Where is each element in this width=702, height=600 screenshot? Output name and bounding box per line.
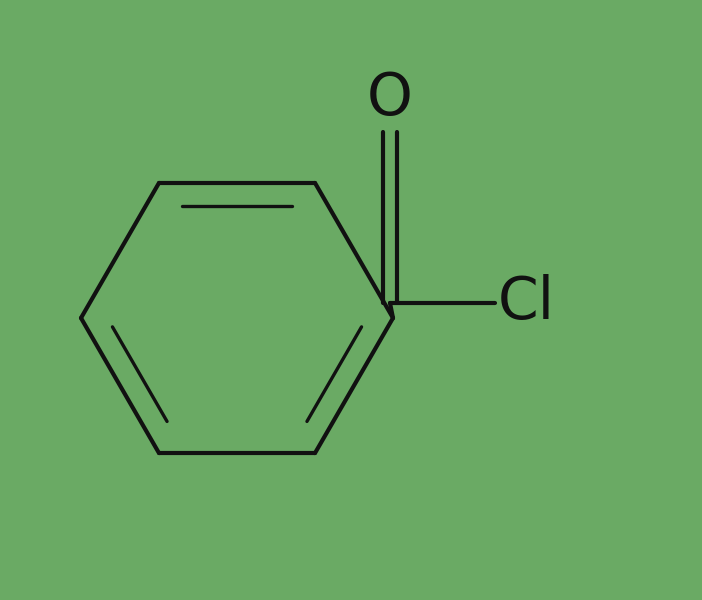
Text: Cl: Cl (498, 275, 555, 331)
Text: O: O (367, 70, 413, 127)
